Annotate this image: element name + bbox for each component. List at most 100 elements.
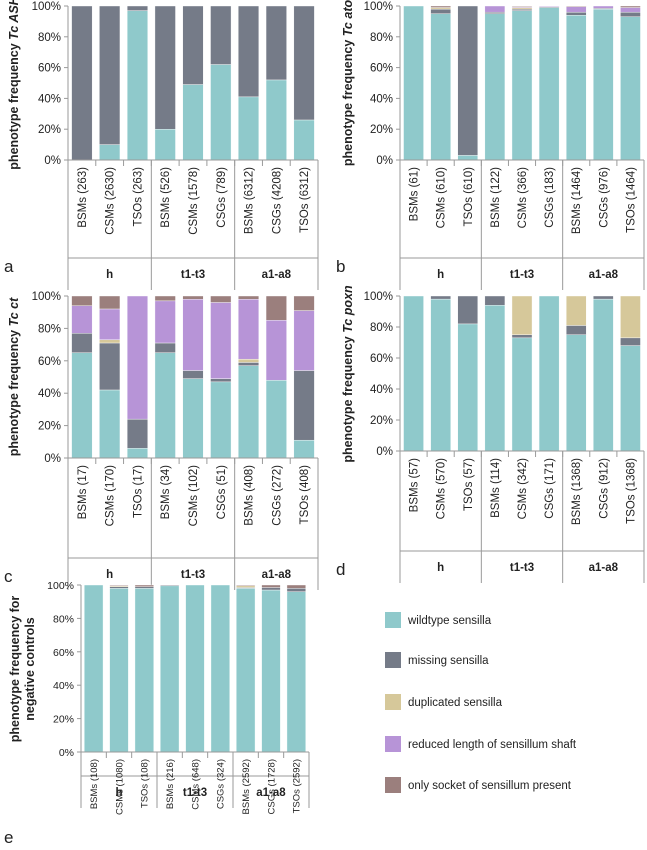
bar-segment-wildtype bbox=[293, 439, 315, 459]
x-category-label: CSMs (1578) bbox=[188, 167, 200, 235]
bar-segment-missing bbox=[565, 11, 587, 16]
x-group-label: a1-a8 bbox=[262, 569, 292, 581]
bar-segment-missing bbox=[293, 5, 315, 121]
y-tick-label: 100% bbox=[364, 1, 393, 13]
x-group-label: h bbox=[106, 569, 113, 581]
bar-segment-missing bbox=[160, 584, 180, 587]
bar-segment-missing bbox=[210, 5, 232, 65]
bar-segment-socket bbox=[71, 295, 93, 306]
chart-panel-b: 0% 20% 40% 60% 80% 100% BSMs (61) CSMs (610) TSO… bbox=[336, 0, 645, 290]
x-category-label: CSMs (1080) bbox=[114, 759, 125, 815]
bar-segment-missing bbox=[565, 325, 587, 335]
bar-segment-wildtype bbox=[84, 584, 104, 753]
x-category-label: BSMs (61) bbox=[409, 167, 421, 221]
bar-segment-socket bbox=[265, 295, 287, 321]
y-tick-label: 100% bbox=[47, 580, 74, 592]
bar-segment-duplicated bbox=[238, 358, 260, 363]
x-category-label: TSOs (1368) bbox=[625, 458, 637, 524]
bar-segment-missing bbox=[286, 588, 306, 592]
x-category-label: BSMs (1464) bbox=[571, 167, 583, 234]
bar-segment-reduced bbox=[210, 302, 232, 379]
bar-segment-wildtype bbox=[160, 585, 180, 753]
bar-segment-wildtype bbox=[210, 64, 232, 161]
bar-segment-wildtype bbox=[484, 13, 506, 161]
bar-segment-socket bbox=[109, 584, 129, 587]
y-tick-label: 60% bbox=[53, 647, 74, 659]
bar-segment-wildtype bbox=[511, 337, 533, 452]
panel-letter: c bbox=[4, 567, 13, 586]
x-category-label: BSMs (526) bbox=[160, 167, 172, 228]
bar-segment-reduced bbox=[593, 5, 614, 9]
y-tick-label: 20% bbox=[370, 124, 393, 136]
bar-segment-reduced bbox=[265, 320, 287, 381]
x-group-label: h bbox=[437, 562, 444, 574]
y-tick-label: 60% bbox=[38, 356, 61, 368]
x-category-label: BSMs (34) bbox=[160, 465, 172, 519]
x-category-label: CSMs (610) bbox=[436, 167, 448, 229]
bar-segment-reduced bbox=[484, 5, 506, 13]
x-category-label: TSOs (408) bbox=[299, 465, 311, 525]
y-axis-title: phenotype frequency fornegative controls bbox=[8, 596, 37, 743]
bar-segment-wildtype bbox=[538, 7, 560, 161]
bar-segment-missing bbox=[511, 334, 533, 339]
bar-segment-missing bbox=[620, 11, 641, 17]
chart-panel-e: 0% 20% 40% 60% 80% 100% BSMs (108) CSMs (1080) T… bbox=[4, 580, 310, 847]
legend: wildtype sensilla missing sensilla duplica… bbox=[385, 612, 577, 793]
bar-segment-socket bbox=[182, 295, 204, 300]
x-category-label: CSGs (183) bbox=[544, 167, 556, 228]
y-tick-label: 0% bbox=[59, 747, 74, 759]
y-tick-label: 40% bbox=[53, 680, 74, 692]
x-category-label: BSMs (216) bbox=[165, 759, 176, 809]
bar-segment-socket bbox=[293, 295, 315, 311]
bar-segment-missing bbox=[484, 295, 506, 306]
y-tick-label: 20% bbox=[38, 421, 61, 433]
x-group-label: a1-a8 bbox=[589, 562, 619, 574]
bar-segment-wildtype bbox=[210, 584, 230, 753]
x-category-label: CSGs (1728) bbox=[266, 759, 277, 814]
x-group-label: h bbox=[106, 269, 113, 281]
bar-segment-reduced bbox=[99, 308, 121, 340]
bar-segment-missing bbox=[71, 333, 93, 353]
x-category-label: BSMs (263) bbox=[77, 167, 89, 228]
bar-segment-reduced bbox=[154, 300, 176, 344]
bar-segment-socket bbox=[261, 584, 281, 588]
y-tick-label: 40% bbox=[38, 93, 61, 105]
x-group-label: a1-a8 bbox=[262, 269, 292, 281]
x-category-label: CSGs (171) bbox=[544, 458, 556, 519]
bar-segment-duplicated bbox=[430, 7, 451, 10]
legend-label: reduced length of sensillum shaft bbox=[408, 739, 577, 751]
x-category-label: BSMs (6312) bbox=[244, 167, 256, 234]
bar-segment-duplicated bbox=[620, 295, 641, 339]
bar-segment-wildtype bbox=[565, 15, 587, 161]
bar-segment-socket bbox=[565, 5, 587, 7]
y-tick-label: 80% bbox=[38, 323, 61, 335]
bar-segment-socket bbox=[210, 295, 232, 303]
panel-letter: a bbox=[4, 257, 14, 276]
legend-label: only socket of sensillum present bbox=[408, 780, 572, 792]
x-category-label: TSOs (2592) bbox=[292, 759, 303, 813]
bar-segment-reduced bbox=[538, 5, 560, 7]
bar-segment-missing bbox=[126, 418, 148, 449]
y-axis-title: phenotype frequency Tc ASH bbox=[7, 0, 21, 170]
bar-segment-missing bbox=[293, 370, 315, 441]
x-category-label: TSOs (17) bbox=[132, 465, 144, 518]
x-category-label: CSMs (648) bbox=[190, 759, 201, 810]
bar-segment-wildtype bbox=[154, 352, 176, 459]
bar-segment-socket bbox=[620, 5, 641, 8]
bar-segment-reduced bbox=[182, 299, 204, 371]
legend-swatch-duplicated bbox=[385, 694, 401, 710]
x-category-label: BSMs (57) bbox=[409, 458, 421, 512]
bar-segment-wildtype bbox=[430, 13, 451, 161]
panel-letter: b bbox=[336, 257, 345, 276]
bar-segment-wildtype bbox=[126, 448, 148, 459]
bar-segment-missing bbox=[620, 337, 641, 346]
bar-segment-missing bbox=[457, 5, 479, 156]
bar-segment-missing bbox=[182, 370, 204, 379]
x-category-label: TSOs (6312) bbox=[299, 167, 311, 233]
y-tick-label: 40% bbox=[370, 384, 393, 396]
bar-segment-missing bbox=[238, 362, 260, 366]
x-category-label: BSMs (122) bbox=[490, 167, 502, 228]
y-tick-label: 60% bbox=[38, 63, 61, 75]
x-category-label: TSOs (108) bbox=[140, 759, 151, 808]
x-group-label: h bbox=[437, 269, 444, 281]
